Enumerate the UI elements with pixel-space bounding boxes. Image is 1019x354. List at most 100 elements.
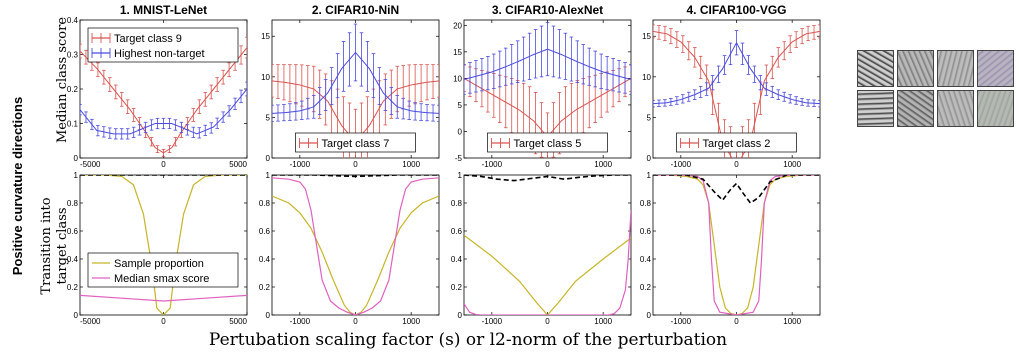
cifar10-nin-direction-1-thumbnail xyxy=(897,50,934,87)
y-tick-label: 0.4 xyxy=(67,16,79,25)
y-tick-label: 0.2 xyxy=(640,283,652,292)
plot-area xyxy=(653,175,820,315)
plot-area xyxy=(272,23,439,158)
y-tick-label: 0.6 xyxy=(259,227,271,236)
y-tick-label: 0.2 xyxy=(67,283,79,292)
chart-title: 3. CIFAR10-AlexNet xyxy=(492,3,603,17)
panel-2: 2. CIFAR10-NiN -1000 0 1000 0 5 10 15 Target cla… xyxy=(261,3,440,169)
series-line-sample xyxy=(80,175,247,315)
plot-area xyxy=(653,24,820,158)
legend-label: Target class 5 xyxy=(514,138,582,150)
x-tick-label: -1000 xyxy=(290,160,311,169)
x-tick-label: 0 xyxy=(353,317,358,326)
series-line-sample xyxy=(272,195,439,315)
error-bars-nontarget xyxy=(80,81,247,140)
series-line-black xyxy=(464,175,631,182)
legend: Target class 9 Highest non-target xyxy=(87,27,239,63)
y-tick-label: 5 xyxy=(458,101,463,110)
y-tick-label: 0.2 xyxy=(259,283,271,292)
legend: Target class 7 xyxy=(295,132,416,153)
legend: Target class 5 xyxy=(487,132,608,153)
legend-label: Sample proportion xyxy=(114,258,204,270)
x-tick-label: 0 xyxy=(545,317,550,326)
y-tick-label: 0.2 xyxy=(67,85,79,94)
top-y-axis-label: Median class score xyxy=(55,17,70,143)
x-tick-label: 5000 xyxy=(229,317,247,326)
x-tick-label: 1000 xyxy=(402,160,420,169)
cifar100-vgg-direction-2-thumbnail xyxy=(977,90,1014,127)
plot-frame xyxy=(463,174,632,316)
side-label: Positive curvature directions xyxy=(10,97,25,275)
x-tick-label: 1000 xyxy=(783,160,801,169)
series-line-nontarget xyxy=(272,51,439,114)
series-line-target xyxy=(653,30,820,158)
x-tick-label: 0 xyxy=(734,317,739,326)
legend-label: Target class 9 xyxy=(114,33,182,45)
series-line-black xyxy=(272,175,439,178)
plot-area xyxy=(80,36,247,157)
series-line-nontarget xyxy=(653,41,820,105)
series-line-sample xyxy=(653,175,820,315)
y-tick-label: 0.4 xyxy=(259,255,271,264)
series-line-black xyxy=(653,175,820,205)
mnist-direction-2-thumbnail xyxy=(857,90,894,127)
x-tick-label: 0 xyxy=(161,160,166,169)
y-tick-label: 0 xyxy=(74,154,79,163)
x-tick-label: -1000 xyxy=(482,160,503,169)
y-tick-label: 15 xyxy=(453,48,462,57)
legend-box xyxy=(487,132,608,153)
y-tick-label: 0 xyxy=(458,127,463,136)
cifar10-alexnet-direction-2-thumbnail xyxy=(937,90,974,127)
series-line-smax xyxy=(653,175,820,315)
y-tick-label: 20 xyxy=(453,21,462,30)
series-line-nontarget xyxy=(80,88,247,135)
y-tick-label: 1 xyxy=(647,171,652,180)
y-tick-label: 0 xyxy=(266,311,271,320)
x-tick-label: -1000 xyxy=(671,317,692,326)
x-tick-label: 1000 xyxy=(783,317,801,326)
plot-frame xyxy=(271,174,440,316)
chart-title: 1. MNIST-LeNet xyxy=(120,3,207,17)
y-tick-label: 0 xyxy=(647,154,652,163)
x-tick-label: 0 xyxy=(161,317,166,326)
series-line-sample xyxy=(464,234,631,315)
bottom-y-axis-label-line2: target class xyxy=(55,207,70,284)
x-tick-label: -1000 xyxy=(290,317,311,326)
error-bars-nontarget xyxy=(464,22,631,95)
y-tick-label: 0.1 xyxy=(67,120,79,129)
chart-panels: 1. MNIST-LeNet-5000 0 500000.10.20.30.4Tar… xyxy=(67,3,821,326)
cifar10-alexnet-direction-1-thumbnail xyxy=(937,50,974,87)
series-line-nontarget xyxy=(464,48,631,80)
y-tick-label: 0.8 xyxy=(640,199,652,208)
x-tick-label: -1000 xyxy=(671,160,692,169)
plot-frame xyxy=(79,174,248,316)
y-tick-label: 0.6 xyxy=(640,227,652,236)
cifar100-vgg-direction-1-thumbnail xyxy=(977,50,1014,87)
bottom-y-axis-label-line1: Transition into xyxy=(39,197,54,294)
cifar10-nin-direction-2-thumbnail xyxy=(897,90,934,127)
y-tick-label: 10 xyxy=(642,73,651,82)
y-tick-label: 0.8 xyxy=(67,199,79,208)
x-tick-label: -5000 xyxy=(80,160,101,169)
legend-box xyxy=(87,27,239,63)
y-tick-label: 0.6 xyxy=(67,227,79,236)
y-tick-label: 0.4 xyxy=(451,255,463,264)
chart-title: 4. CIFAR100-VGG xyxy=(686,3,786,17)
series-line-target xyxy=(80,47,247,154)
legend-label: Target class 2 xyxy=(703,138,771,150)
y-tick-label: 0.2 xyxy=(451,283,463,292)
x-tick-label: 0 xyxy=(734,160,739,169)
x-tick-label: 1000 xyxy=(594,317,612,326)
plot-area xyxy=(272,175,439,315)
y-tick-label: 0.3 xyxy=(67,51,79,60)
y-tick-label: 0.4 xyxy=(640,255,652,264)
mnist-direction-1-thumbnail xyxy=(857,50,894,87)
y-tick-label: 0.8 xyxy=(451,199,463,208)
legend-box xyxy=(87,252,239,288)
y-tick-label: 0.4 xyxy=(67,255,79,264)
x-axis-label: Pertubation scaling factor (s) or l2-nor… xyxy=(209,330,727,350)
panel-8: -1000 0 1000 0 0.2 0.4 0.6 0.8 1 xyxy=(640,171,821,326)
y-tick-label: 0 xyxy=(647,311,652,320)
panel-6: -1000 0 1000 0 0.2 0.4 0.6 0.8 1 xyxy=(259,171,440,326)
